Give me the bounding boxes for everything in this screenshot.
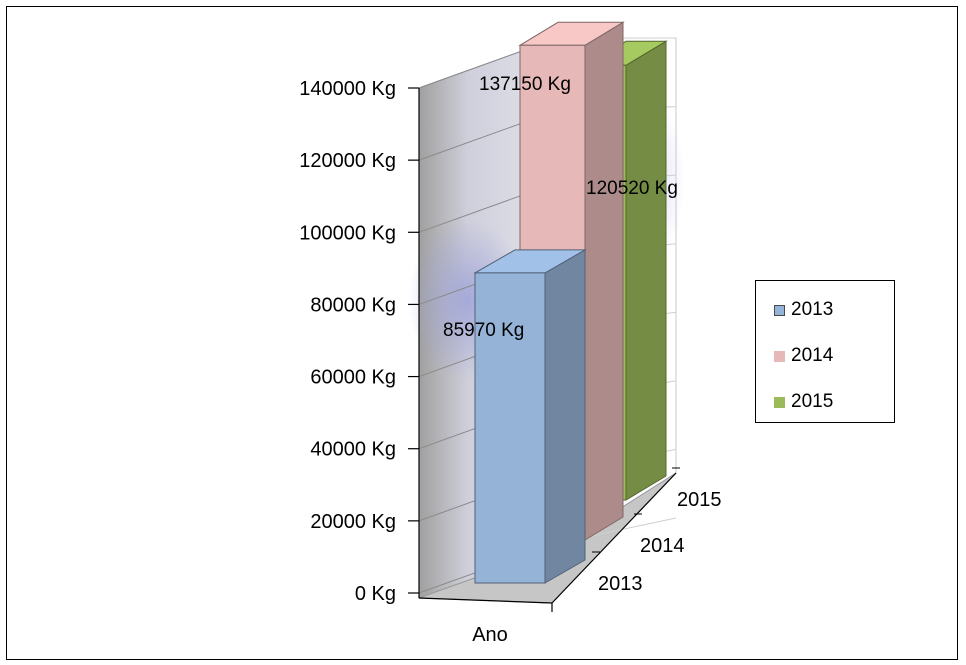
x-category-label: Ano bbox=[472, 624, 508, 646]
data-label-2015: 120520 Kg bbox=[586, 178, 678, 199]
x-axis-line bbox=[418, 597, 553, 604]
data-label-2014: 137150 Kg bbox=[479, 74, 571, 95]
legend: 2013 2014 2015 bbox=[755, 280, 895, 423]
bar-front-2013 bbox=[474, 272, 546, 584]
y-tick-label: 20000 Kg bbox=[310, 511, 396, 533]
bar-side-2013 bbox=[544, 249, 586, 584]
legend-swatch bbox=[774, 396, 785, 408]
legend-label: 2015 bbox=[791, 391, 834, 412]
depth-label: 2013 bbox=[598, 573, 643, 595]
depth-axis-line bbox=[551, 472, 677, 604]
y-tick-label: 140000 Kg bbox=[299, 78, 396, 100]
depth-label: 2015 bbox=[677, 489, 722, 511]
axes: 0 Kg 20000 Kg 40000 Kg 60000 Kg 80000 Kg 1000… bbox=[299, 78, 721, 646]
bar-side-2015 bbox=[625, 40, 667, 501]
y-tick-label: 80000 Kg bbox=[310, 294, 396, 316]
y-tick-label: 0 Kg bbox=[355, 583, 396, 605]
y-tick-label: 120000 Kg bbox=[299, 150, 396, 172]
y-tick-label: 40000 Kg bbox=[310, 439, 396, 461]
legend-item-2013: 2013 bbox=[774, 299, 833, 321]
legend-swatch bbox=[774, 350, 785, 362]
bar-side-2014 bbox=[584, 21, 624, 541]
data-labels: 85970 Kg 137150 Kg 120520 Kg bbox=[443, 74, 678, 341]
legend-swatch bbox=[774, 304, 785, 316]
bars bbox=[473, 21, 668, 584]
depth-label: 2014 bbox=[640, 535, 685, 557]
y-tick-label: 100000 Kg bbox=[299, 222, 396, 244]
y-tick-label: 60000 Kg bbox=[310, 367, 396, 389]
legend-item-2015: 2015 bbox=[774, 391, 833, 413]
data-label-2013: 85970 Kg bbox=[443, 320, 524, 341]
legend-label: 2013 bbox=[791, 299, 834, 320]
bar-2013 bbox=[473, 249, 587, 584]
legend-label: 2014 bbox=[791, 345, 834, 366]
legend-item-2014: 2014 bbox=[774, 345, 833, 367]
